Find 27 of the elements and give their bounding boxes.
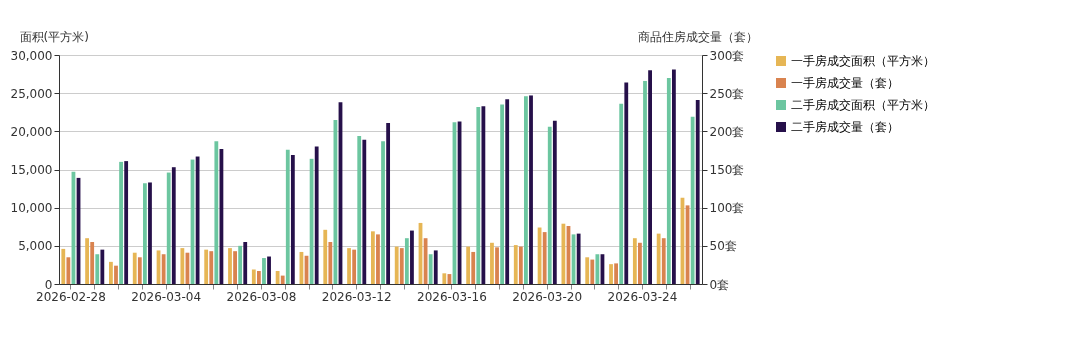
x-tick-label: 2026-03-08 (226, 289, 297, 304)
y-tick-label: 10,000 (10, 201, 53, 216)
y2-tick-label: 250套 (709, 86, 745, 101)
y2-tick-label: 50套 (709, 239, 737, 254)
y2-tick-label: 200套 (709, 124, 745, 139)
y-tick-label: 5,000 (18, 239, 53, 254)
y2-tick-label: 100套 (709, 201, 745, 216)
legend-label: 二手房成交面积（平方米） (791, 98, 935, 112)
y-tick-label: 15,000 (10, 163, 53, 177)
legend-label: 一手房成交面积（平方米） (791, 54, 935, 68)
legend-label: 二手房成交量（套） (791, 120, 899, 134)
legend-label: 一手房成交量（套） (791, 76, 899, 90)
x-tick-label: 2026-03-20 (512, 289, 583, 304)
x-tick-label: 2026-03-16 (417, 289, 487, 304)
y2-tick-label: 300套 (709, 48, 745, 63)
y-tick-label: 0 (44, 277, 53, 292)
y2-axis-title: 商品住房成交量（套） (637, 29, 758, 44)
x-tick-label: 2026-02-28 (36, 289, 106, 304)
y2-tick-label: 0套 (709, 277, 730, 292)
y-tick-label: 30,000 (10, 48, 53, 63)
x-tick-label: 2026-03-12 (321, 289, 392, 304)
x-tick-label: 2026-03-04 (131, 289, 202, 304)
y-tick-label: 25,000 (10, 86, 53, 101)
y2-tick-label: 150套 (709, 163, 745, 177)
y-axis-title: 面积(平方米) (19, 29, 89, 44)
x-tick-label: 2026-03-24 (607, 289, 678, 304)
y-tick-label: 20,000 (10, 124, 53, 139)
